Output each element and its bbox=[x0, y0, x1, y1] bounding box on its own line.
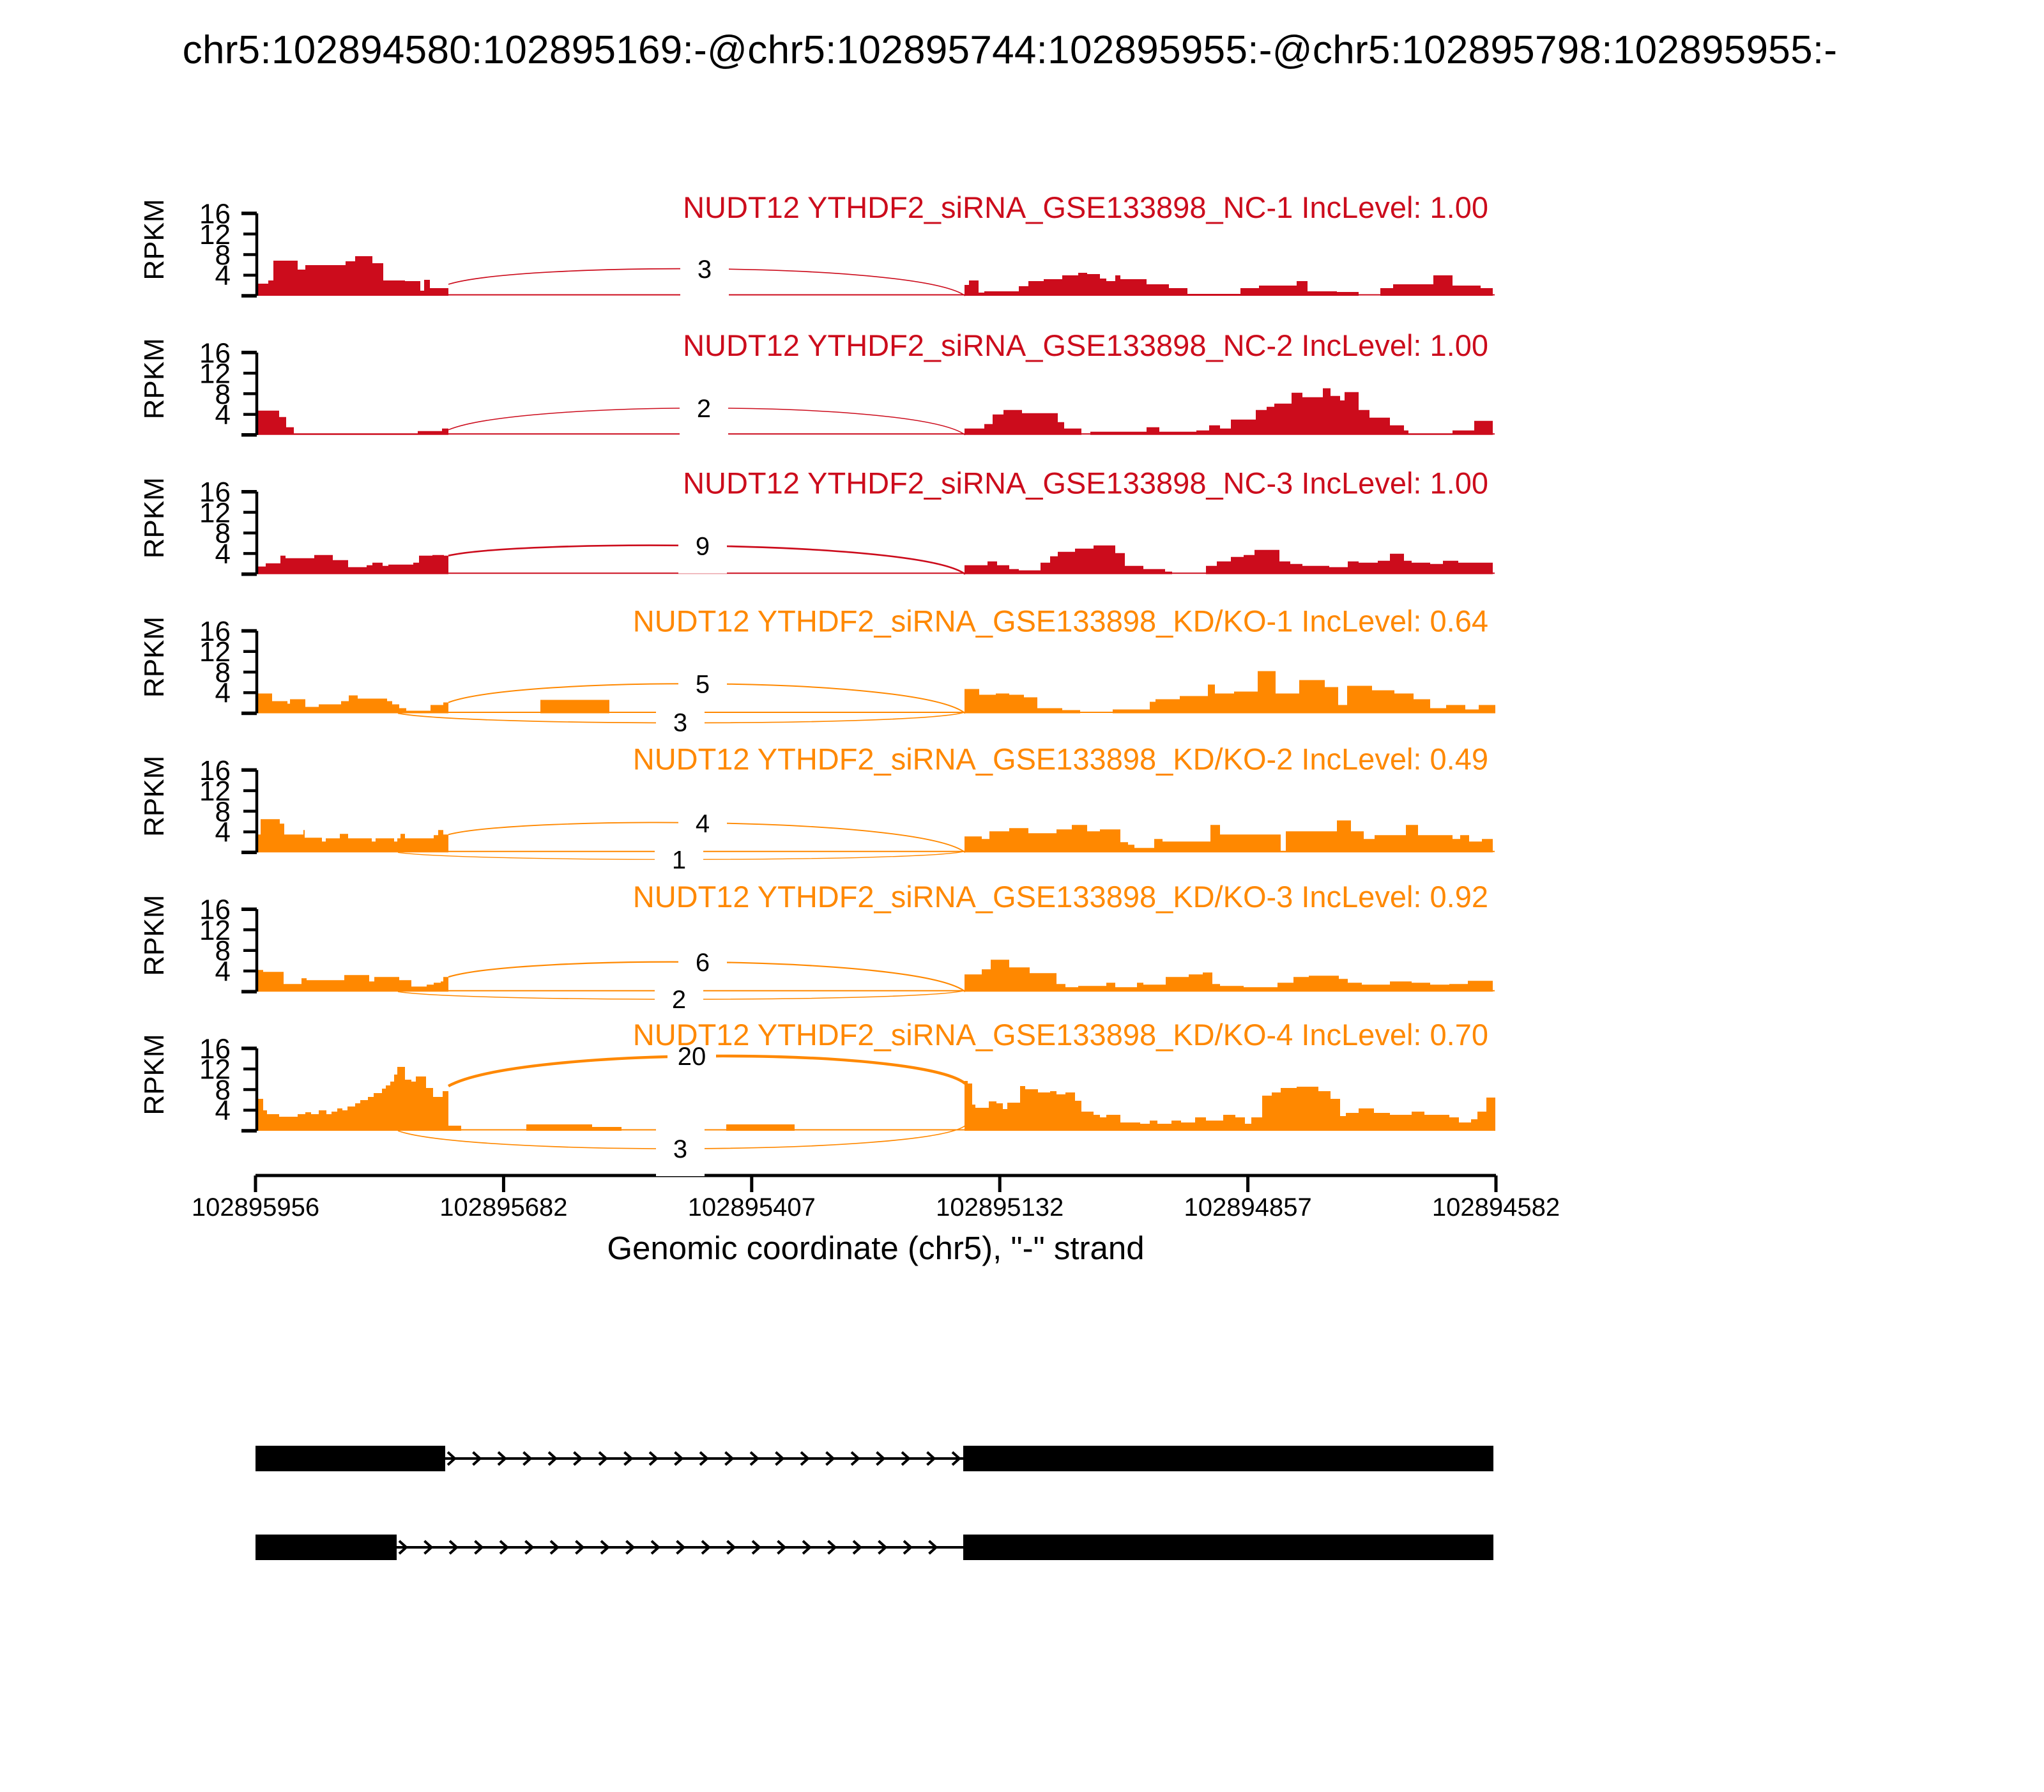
svg-text:chr5:102894580:102895169:-@chr: chr5:102894580:102895169:-@chr5:10289574… bbox=[183, 28, 1838, 72]
svg-text:8: 8 bbox=[215, 935, 231, 967]
svg-text:12: 12 bbox=[199, 219, 231, 250]
svg-text:Genomic coordinate (chr5), "-": Genomic coordinate (chr5), "-" strand bbox=[607, 1230, 1144, 1266]
svg-text:16: 16 bbox=[199, 477, 231, 508]
svg-text:NUDT12 YTHDF2_siRNA_GSE133898_: NUDT12 YTHDF2_siRNA_GSE133898_NC-1 IncLe… bbox=[683, 190, 1488, 224]
svg-text:102894582: 102894582 bbox=[1432, 1193, 1560, 1221]
svg-text:2: 2 bbox=[672, 986, 686, 1014]
svg-text:NUDT12 YTHDF2_siRNA_GSE133898_: NUDT12 YTHDF2_siRNA_GSE133898_NC-2 IncLe… bbox=[683, 328, 1488, 362]
svg-text:12: 12 bbox=[199, 1054, 231, 1085]
svg-text:8: 8 bbox=[215, 240, 231, 271]
svg-text:RPKM: RPKM bbox=[139, 895, 170, 976]
svg-text:5: 5 bbox=[696, 671, 710, 699]
svg-text:102894857: 102894857 bbox=[1184, 1193, 1311, 1221]
svg-text:4: 4 bbox=[696, 809, 710, 838]
svg-text:4: 4 bbox=[215, 956, 231, 987]
svg-text:3: 3 bbox=[698, 256, 712, 284]
svg-text:102895956: 102895956 bbox=[192, 1193, 319, 1221]
svg-text:102895407: 102895407 bbox=[688, 1193, 816, 1221]
svg-text:20: 20 bbox=[678, 1043, 706, 1071]
svg-text:4: 4 bbox=[215, 539, 231, 570]
svg-text:16: 16 bbox=[199, 894, 231, 926]
svg-text:12: 12 bbox=[199, 776, 231, 807]
svg-text:RPKM: RPKM bbox=[139, 338, 170, 419]
svg-text:NUDT12 YTHDF2_siRNA_GSE133898_: NUDT12 YTHDF2_siRNA_GSE133898_KD/KO-4 In… bbox=[633, 1018, 1488, 1052]
svg-text:NUDT12 YTHDF2_siRNA_GSE133898_: NUDT12 YTHDF2_siRNA_GSE133898_KD/KO-1 In… bbox=[633, 604, 1488, 638]
svg-text:16: 16 bbox=[199, 1034, 231, 1065]
svg-text:16: 16 bbox=[199, 337, 231, 369]
svg-text:4: 4 bbox=[215, 399, 231, 431]
svg-text:12: 12 bbox=[199, 636, 231, 668]
svg-text:RPKM: RPKM bbox=[139, 616, 170, 698]
svg-text:8: 8 bbox=[215, 796, 231, 827]
svg-text:8: 8 bbox=[215, 1075, 231, 1106]
svg-text:1: 1 bbox=[672, 846, 686, 874]
svg-text:RPKM: RPKM bbox=[139, 1034, 170, 1115]
svg-text:12: 12 bbox=[199, 497, 231, 528]
svg-text:8: 8 bbox=[215, 657, 231, 689]
svg-text:4: 4 bbox=[215, 260, 231, 291]
svg-text:RPKM: RPKM bbox=[139, 199, 170, 280]
svg-text:NUDT12 YTHDF2_siRNA_GSE133898_: NUDT12 YTHDF2_siRNA_GSE133898_KD/KO-2 In… bbox=[633, 742, 1488, 776]
svg-text:102895682: 102895682 bbox=[439, 1193, 567, 1221]
svg-text:8: 8 bbox=[215, 379, 231, 410]
svg-text:3: 3 bbox=[673, 709, 687, 737]
svg-text:16: 16 bbox=[199, 199, 231, 230]
svg-text:4: 4 bbox=[215, 817, 231, 848]
svg-text:9: 9 bbox=[696, 533, 710, 561]
svg-text:2: 2 bbox=[697, 395, 711, 423]
svg-text:NUDT12 YTHDF2_siRNA_GSE133898_: NUDT12 YTHDF2_siRNA_GSE133898_NC-3 IncLe… bbox=[683, 466, 1488, 500]
svg-text:4: 4 bbox=[215, 678, 231, 709]
svg-text:16: 16 bbox=[199, 755, 231, 786]
svg-text:RPKM: RPKM bbox=[139, 756, 170, 837]
svg-text:3: 3 bbox=[673, 1135, 687, 1163]
svg-text:12: 12 bbox=[199, 915, 231, 946]
svg-text:RPKM: RPKM bbox=[139, 477, 170, 558]
svg-text:4: 4 bbox=[215, 1095, 231, 1126]
svg-text:12: 12 bbox=[199, 358, 231, 390]
svg-text:8: 8 bbox=[215, 518, 231, 549]
svg-text:102895132: 102895132 bbox=[936, 1193, 1064, 1221]
svg-text:6: 6 bbox=[696, 949, 710, 977]
svg-text:16: 16 bbox=[199, 616, 231, 647]
svg-text:NUDT12 YTHDF2_siRNA_GSE133898_: NUDT12 YTHDF2_siRNA_GSE133898_KD/KO-3 In… bbox=[633, 880, 1488, 914]
